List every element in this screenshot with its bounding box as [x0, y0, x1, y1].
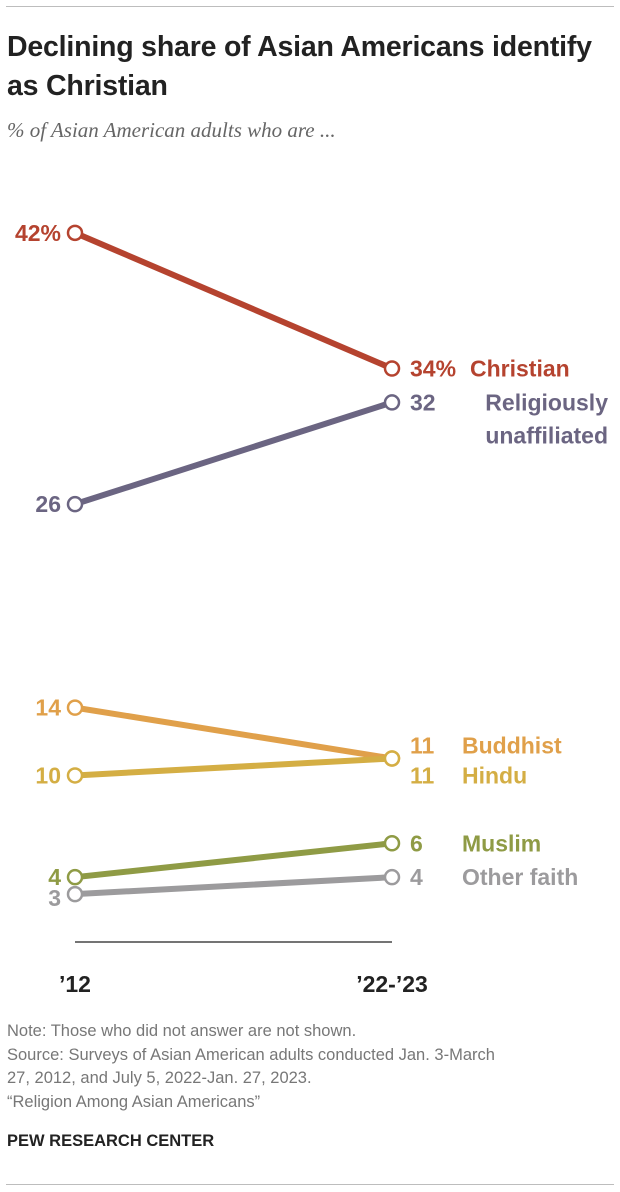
point-start-muslim — [66, 868, 84, 886]
bottom-rule — [6, 1184, 614, 1185]
data-label-start-christian: 42% — [15, 220, 61, 246]
data-label-start-religiously-unaffiliated: 26 — [35, 491, 61, 517]
series-name-religiously-unaffiliated-line-2: unaffiliated — [485, 422, 608, 448]
data-label-end-christian: 34% — [410, 356, 456, 382]
series-name-christian: Christian — [470, 356, 570, 382]
series-name-buddhist: Buddhist — [462, 732, 562, 758]
source-text: Source: Surveys of Asian American adults… — [7, 1045, 495, 1088]
point-end-hindu — [383, 750, 401, 767]
data-label-end-religiously-unaffiliated: 32 — [410, 389, 436, 415]
point-start-buddhist — [66, 699, 84, 716]
point-end-other-faith — [383, 868, 401, 886]
slope-chart: ’12 ’22-’23 42% 34% Christian 26 32 Religiously… — [15, 220, 608, 997]
data-label-end-muslim: 6 — [410, 830, 423, 856]
series-line-muslim — [72, 840, 395, 881]
point-start-other-faith — [66, 885, 84, 903]
data-label-start-muslim: 4 — [48, 864, 61, 890]
data-label-start-hindu: 10 — [35, 762, 61, 788]
notes-block: Note: Those who did not answer are not s… — [7, 1020, 613, 1114]
chart-subtitle: % of Asian American adults who are ... — [7, 118, 336, 142]
series-line-hindu — [72, 755, 395, 779]
report-title: “Religion Among Asian Americans” — [7, 1092, 261, 1111]
data-label-end-other-faith: 4 — [410, 864, 423, 890]
brand-logo-text: PEW RESEARCH CENTER — [7, 1132, 215, 1150]
top-rule — [6, 6, 614, 7]
series-line-buddhist — [72, 704, 395, 762]
series-name-religiously-unaffiliated-line-1: Religiously — [485, 389, 608, 415]
x-tick-label-end: ’22-’23 — [356, 971, 428, 997]
point-start-religiously-unaffiliated — [66, 495, 84, 513]
point-end-religiously-unaffiliated — [383, 394, 401, 411]
data-label-end-hindu: 11 — [410, 762, 435, 788]
note-text: Note: Those who did not answer are not s… — [7, 1022, 357, 1040]
series-name-hindu: Hindu — [462, 762, 527, 788]
x-tick-label-start: ’12 — [59, 971, 91, 997]
data-label-start-other-faith: 3 — [48, 885, 61, 911]
chart-title: Declining share of Asian Americans ident… — [7, 31, 592, 102]
series-line-other-faith — [72, 874, 395, 898]
series-line-religiously-unaffiliated — [72, 399, 395, 508]
point-end-muslim — [383, 835, 401, 852]
series-name-other-faith: Other faith — [462, 864, 578, 890]
series-line-christian — [72, 229, 395, 372]
point-start-christian — [66, 224, 84, 242]
point-end-christian — [383, 360, 401, 377]
data-label-start-buddhist: 14 — [35, 695, 61, 721]
point-start-hindu — [66, 767, 84, 784]
data-label-end-buddhist: 11 — [410, 732, 435, 758]
series-name-muslim: Muslim — [462, 830, 541, 856]
